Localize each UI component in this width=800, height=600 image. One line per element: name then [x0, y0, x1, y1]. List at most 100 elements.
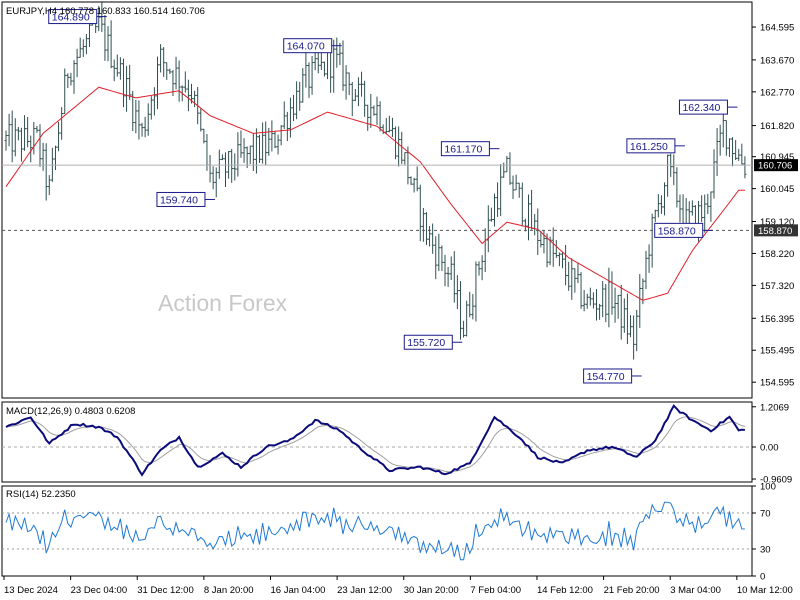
price-bar — [536, 208, 540, 256]
price-bar — [276, 134, 280, 155]
price-bar — [517, 182, 521, 198]
price-bar — [202, 128, 206, 144]
price-bar — [186, 79, 190, 112]
price-bar — [363, 80, 367, 117]
macd-tick-label: 0.00 — [760, 443, 779, 454]
price-bar — [230, 148, 234, 183]
macd-header: MACD(12,26,9) 0.4803 0.6208 — [6, 406, 135, 417]
price-bar — [282, 101, 286, 130]
price-bar — [434, 236, 438, 280]
price-bar — [242, 138, 246, 163]
swing-label-text: 161.170 — [444, 144, 482, 156]
price-bar — [718, 124, 722, 156]
price-bar — [428, 226, 432, 247]
price-bar — [155, 56, 159, 110]
price-bar — [72, 60, 76, 94]
price-bar — [591, 292, 595, 309]
price-bar — [360, 71, 364, 97]
price-bar — [557, 252, 561, 267]
price-bar — [431, 223, 435, 254]
price-bar — [384, 117, 388, 134]
swing-label: 155.720 — [403, 334, 463, 350]
price-bar — [700, 195, 704, 222]
price-bar — [356, 77, 360, 107]
macd-tick-label: -0.9609 — [760, 475, 792, 486]
price-bar — [455, 275, 459, 310]
price-bar — [81, 39, 85, 57]
price-bar — [41, 142, 45, 171]
swing-label-box — [403, 334, 453, 350]
price-bar — [353, 88, 357, 102]
swing-label-text: 159.740 — [160, 194, 198, 206]
price-bar — [514, 174, 518, 191]
price-bar — [134, 99, 138, 134]
rsi-line — [5, 501, 745, 561]
price-bar — [678, 194, 682, 223]
time-tick-label: 13 Dec 2024 — [4, 585, 58, 596]
macd-line — [5, 404, 745, 477]
price-bar — [341, 40, 345, 91]
swing-label-box — [283, 38, 333, 54]
price-bar — [310, 56, 314, 95]
price-bar — [468, 291, 472, 318]
time-tick-label: 21 Feb 20:00 — [604, 585, 660, 596]
current-price-tag-bg — [754, 159, 798, 172]
support-price-tag-text: 158.870 — [758, 226, 792, 237]
price-bar — [307, 62, 311, 98]
time-tick-label: 8 Jan 20:00 — [204, 585, 254, 596]
price-bar — [394, 126, 398, 160]
price-bar — [483, 228, 487, 273]
price-bar — [35, 125, 39, 133]
swing-label-box — [583, 368, 633, 384]
price-bar — [63, 68, 67, 114]
price-bar — [97, 6, 101, 32]
price-bar — [366, 104, 370, 131]
time-tick-label: 3 Mar 04:00 — [670, 585, 721, 596]
price-bar — [159, 44, 163, 73]
price-bar — [625, 293, 629, 345]
price-bar — [13, 118, 17, 157]
support-price-tag-bg — [754, 224, 798, 237]
price-bar — [224, 152, 228, 187]
price-bar — [387, 115, 391, 133]
price-bar — [666, 154, 670, 197]
swing-label: 161.250 — [626, 138, 685, 154]
time-tick-label: 7 Feb 04:00 — [470, 585, 521, 596]
price-bar — [239, 130, 243, 158]
price-tick-label: 161.820 — [760, 121, 794, 132]
price-bar — [598, 303, 602, 320]
price-bar — [115, 54, 119, 77]
price-bar — [440, 245, 444, 272]
current-price-tag-text: 160.706 — [758, 161, 792, 172]
price-bar — [267, 127, 271, 156]
price-bar — [162, 47, 166, 77]
rsi-tick-label: 0 — [760, 572, 765, 583]
price-bar — [629, 315, 633, 338]
price-bar — [650, 213, 654, 268]
price-bars — [4, 1, 747, 360]
price-bar — [496, 182, 500, 217]
price-bar — [390, 117, 394, 137]
price-bar — [208, 154, 212, 183]
price-bar — [369, 93, 373, 128]
price-bar — [616, 294, 620, 319]
price-bar — [505, 155, 509, 173]
price-bar — [740, 143, 744, 165]
price-bar — [412, 177, 416, 193]
price-bar — [610, 271, 614, 315]
price-bar — [168, 68, 172, 75]
price-bar — [125, 65, 129, 112]
time-tick-label: 31 Dec 12:00 — [137, 585, 194, 596]
price-bar — [140, 122, 144, 137]
swing-label: 164.070 — [283, 38, 342, 54]
price-bar — [193, 90, 197, 108]
price-bar — [564, 244, 568, 286]
price-bar — [588, 287, 592, 306]
swing-label-text: 154.770 — [587, 371, 625, 383]
price-bar — [273, 131, 277, 149]
price-bar — [409, 176, 413, 185]
price-bar — [672, 154, 676, 186]
price-bar — [261, 122, 265, 164]
price-bar — [316, 50, 320, 74]
